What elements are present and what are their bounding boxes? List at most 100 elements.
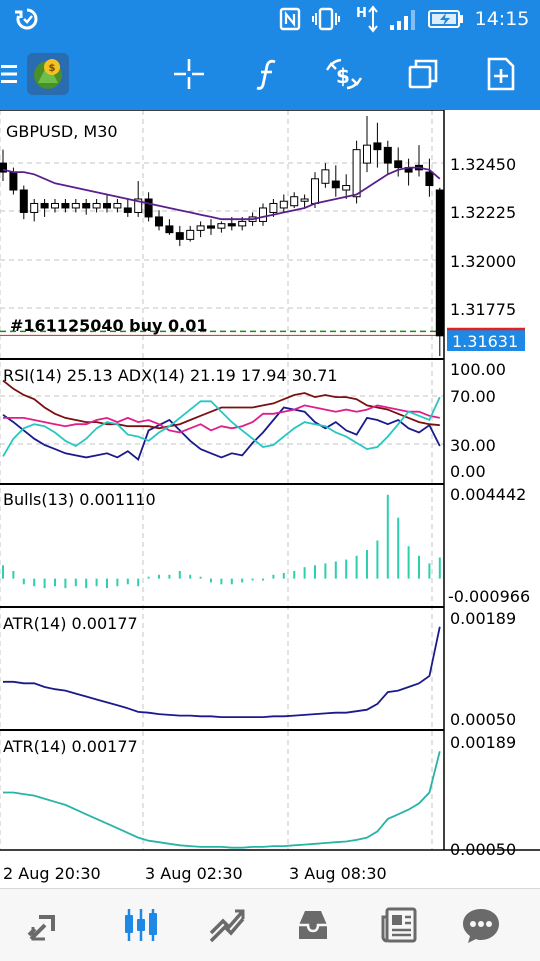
crosshair-icon[interactable] [166, 38, 212, 110]
nfc-icon [276, 0, 304, 38]
adx-plus-di-line [2, 396, 441, 457]
svg-text:$: $ [49, 63, 56, 74]
atr-pane-1 [3, 626, 441, 718]
candle-body [175, 232, 184, 240]
moving-average-line [2, 166, 441, 221]
candle-body [352, 149, 361, 198]
candle-body [383, 146, 392, 164]
battery-charging-icon [426, 0, 466, 38]
menu-icon[interactable] [0, 38, 18, 110]
messages-icon[interactable] [436, 889, 526, 961]
candle-body [394, 160, 403, 169]
atr-line [3, 626, 441, 718]
candle-body [435, 189, 444, 337]
atr-line [3, 751, 441, 849]
candle-body [300, 198, 309, 202]
candle-body [207, 225, 215, 229]
candle-body [19, 189, 28, 213]
candle-body [279, 200, 288, 209]
bottom-navigation [0, 888, 540, 961]
candle-body [103, 202, 111, 209]
price-tick-label: 1.31775 [450, 300, 516, 319]
rsi-tick-label: 0.00 [450, 462, 486, 481]
quotes-icon[interactable] [0, 889, 90, 961]
candle-body [227, 223, 236, 227]
price-pane-title: GBPUSD, M30 [6, 122, 118, 141]
candle-body [123, 207, 132, 213]
trade-icon[interactable]: $ [320, 38, 368, 110]
app-logo-icon[interactable]: $ [22, 38, 74, 110]
history-icon[interactable] [268, 889, 358, 961]
candle-body [165, 225, 174, 234]
adx-line [2, 406, 441, 461]
time-tick-label: 3 Aug 08:30 [289, 864, 387, 883]
vibrate-icon [310, 0, 342, 38]
candle-body [331, 180, 340, 189]
current-price-box [447, 330, 525, 351]
data-arrows-icon: H [352, 0, 382, 38]
rsi-tick-label: 30.00 [450, 436, 496, 455]
candle-body [40, 202, 49, 209]
time-tick-label: 2 Aug 20:30 [3, 864, 101, 883]
candle-body [196, 225, 205, 231]
candle-body [144, 198, 153, 218]
candle-body [71, 202, 80, 209]
adx-minus-di-line [2, 379, 440, 430]
atr1-tick-label: 0.00050 [450, 710, 516, 729]
candle-body [269, 202, 278, 213]
current-price-label: 1.31631 [452, 332, 518, 351]
svg-text:H: H [356, 6, 367, 21]
candle-body [0, 162, 7, 173]
candle-body [51, 202, 59, 209]
candle-body [155, 216, 163, 227]
status-bar: H 14:15 [0, 0, 540, 38]
order-label: #161125040 buy 0.01 [10, 316, 208, 335]
window-icon[interactable] [400, 38, 446, 110]
trade-tab-icon[interactable] [182, 889, 272, 961]
atr-pane-2 [3, 751, 441, 849]
price-tick-label: 1.32450 [450, 155, 516, 174]
svg-text:$: $ [336, 64, 350, 88]
top-toolbar: $ $ [0, 38, 540, 110]
rsi-adx-pane-title: RSI(14) 25.13 ADX(14) 21.19 17.94 30.71 [3, 366, 338, 385]
candle-body [311, 178, 319, 204]
bulls-tick-label: 0.004442 [450, 485, 526, 504]
candle-body [9, 171, 18, 191]
rsi-adx-pane [2, 379, 441, 461]
grid-lines [0, 110, 444, 850]
news-icon[interactable] [354, 889, 444, 961]
bulls-pane-title: Bulls(13) 0.001110 [3, 490, 156, 509]
time-tick-label: 3 Aug 02:30 [145, 864, 243, 883]
candle-body [321, 169, 330, 184]
rsi-line [3, 404, 440, 434]
chart-canvas[interactable]: GBPUSD, M30 #161125040 buy 0.01 RSI(14) … [0, 109, 540, 888]
candle-body [425, 171, 434, 187]
atr2-tick-label: 0.00189 [450, 733, 516, 752]
sync-icon [10, 0, 44, 38]
atr1-tick-label: 0.00189 [450, 609, 516, 628]
price-tick-label: 1.32000 [450, 252, 516, 271]
chart-area[interactable]: GBPUSD, M30 #161125040 buy 0.01 RSI(14) … [0, 109, 540, 888]
candle-body [290, 196, 299, 207]
candle-body [134, 198, 143, 213]
candle-body [217, 223, 226, 229]
atr-pane-2-title: ATR(14) 0.00177 [3, 737, 138, 756]
candle-body [373, 142, 382, 151]
chart-icon[interactable] [96, 889, 186, 961]
candle-body [186, 229, 195, 240]
bulls-tick-label: -0.000966 [448, 587, 530, 606]
new-chart-icon[interactable] [478, 38, 524, 110]
candle-body [82, 202, 91, 209]
price-tick-label: 1.32225 [450, 203, 516, 222]
atr2-tick-label: 0.00050 [450, 840, 516, 859]
candle-body [342, 185, 351, 191]
indicator-function-icon[interactable] [244, 38, 290, 110]
price-pane [0, 116, 444, 356]
clock-time: 14:15 [474, 8, 530, 30]
candle-body [238, 220, 247, 227]
candle-body [113, 202, 122, 209]
candle-body [363, 144, 371, 164]
atr-pane-1-title: ATR(14) 0.00177 [3, 614, 138, 633]
candle-body [61, 202, 70, 209]
rsi-tick-label: 100.00 [450, 360, 506, 379]
